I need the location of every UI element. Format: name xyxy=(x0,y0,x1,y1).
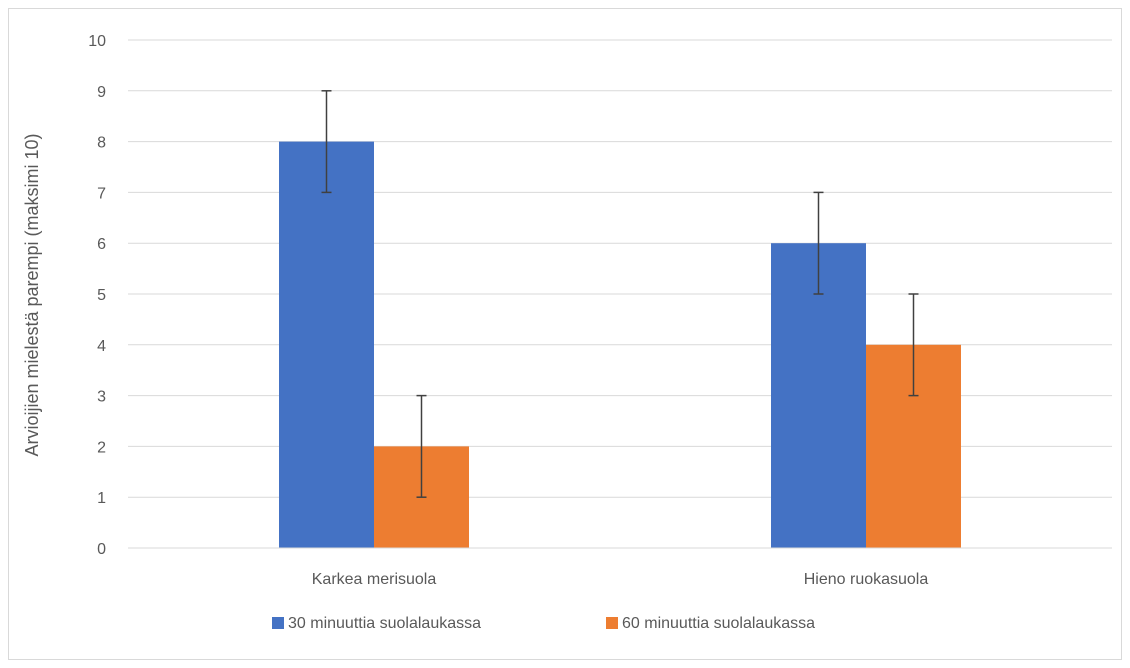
y-tick-label: 10 xyxy=(88,33,106,50)
category-label: Hieno ruokasuola xyxy=(804,571,929,588)
y-axis-label: Arvioijien mielestä parempi (maksimi 10) xyxy=(22,133,42,456)
legend-label: 30 minuuttia suolalaukassa xyxy=(288,615,481,632)
y-axis-ticks: 0 1 2 3 4 5 6 7 8 9 10 xyxy=(88,33,106,558)
y-tick-label: 3 xyxy=(97,389,106,406)
y-tick-label: 4 xyxy=(97,338,106,355)
y-tick-label: 8 xyxy=(97,135,106,152)
gridlines xyxy=(128,39,1112,498)
legend-swatch xyxy=(606,617,618,629)
legend-swatch xyxy=(272,617,284,629)
category-label: Karkea merisuola xyxy=(312,571,437,588)
legend: 30 minuuttia suolalaukassa 60 minuuttia s… xyxy=(272,615,815,632)
category-labels: Karkea merisuola Hieno ruokasuola xyxy=(312,571,929,588)
y-tick-label: 9 xyxy=(97,84,106,101)
y-tick-label: 5 xyxy=(97,287,106,304)
y-tick-label: 1 xyxy=(97,490,106,507)
bar xyxy=(279,141,374,548)
y-tick-label: 2 xyxy=(97,439,106,456)
y-tick-label: 0 xyxy=(97,541,106,558)
y-tick-label: 7 xyxy=(97,185,106,202)
chart-frame xyxy=(8,8,1122,660)
legend-label: 60 minuuttia suolalaukassa xyxy=(622,615,815,632)
y-tick-label: 6 xyxy=(97,236,106,253)
error-bars xyxy=(321,90,919,498)
